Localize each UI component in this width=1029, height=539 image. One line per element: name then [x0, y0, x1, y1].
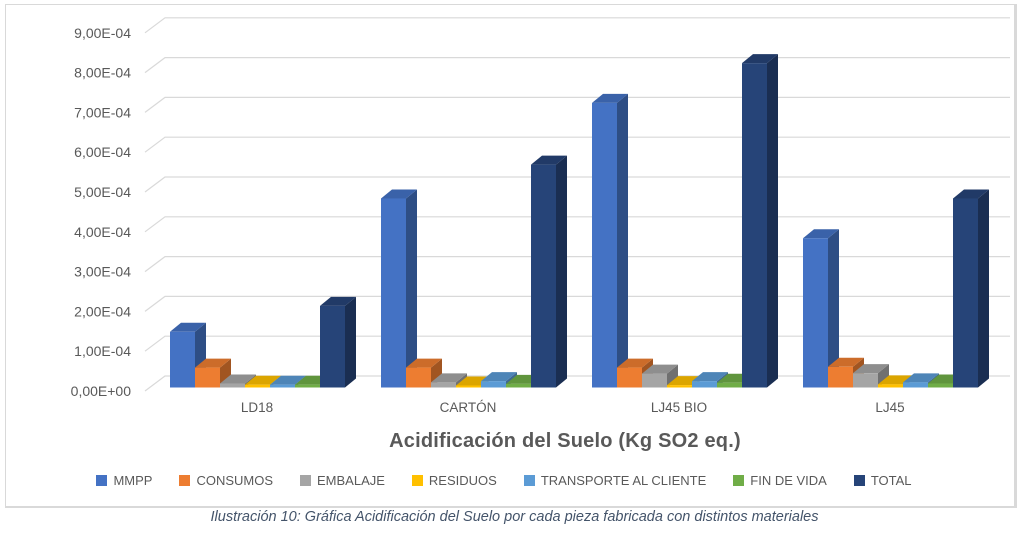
bar-embalaje-lj45	[853, 364, 889, 388]
y-axis-tick-label: 9,00E-04	[74, 25, 131, 41]
category-label-lj45-bio: LJ45 BIO	[651, 400, 707, 415]
gridline	[144, 256, 1010, 273]
legend-item-embalaje: EMBALAJE	[300, 473, 385, 488]
y-axis-tick-label: 5,00E-04	[74, 184, 131, 200]
gridline	[144, 136, 1010, 153]
legend-swatch-icon	[733, 475, 745, 486]
gridline	[144, 96, 1010, 113]
legend-label: FIN DE VIDA	[750, 473, 827, 488]
legend-swatch-icon	[300, 475, 311, 486]
legend-item-total: TOTAL	[853, 473, 912, 488]
legend-label: TRANSPORTE AL CLIENTE	[540, 473, 707, 488]
legend-label: CONSUMOS	[196, 473, 273, 488]
y-axis-tick-label: 3,00E-04	[74, 264, 131, 280]
bar-mmpp-cart-n	[381, 189, 417, 388]
bar-total-cart-n	[531, 155, 567, 388]
gridline	[144, 57, 1010, 74]
bar-total-lj45	[953, 189, 989, 388]
bar-consumos-lj45	[828, 357, 864, 388]
legend-label: MMPP	[113, 473, 153, 488]
legend-item-transporte-al-cliente: TRANSPORTE AL CLIENTE	[523, 473, 707, 488]
legend-label: RESIDUOS	[428, 473, 497, 488]
axis-title: Acidificación del Suelo (Kg SO2 eq.)	[389, 430, 741, 452]
y-axis-tick-label: 7,00E-04	[74, 104, 131, 120]
gridline	[144, 176, 1010, 193]
y-axis-tick-label: 1,00E-04	[74, 343, 131, 359]
gridline	[144, 17, 1010, 34]
legend-swatch-icon	[411, 475, 423, 486]
legend-swatch-icon	[179, 475, 191, 486]
category-labels: LD18 CARTÓN LJ45 BIO LJ45	[241, 400, 905, 415]
legend-item-fin-de-vida: FIN DE VIDA	[733, 473, 827, 488]
category-label-cart-n: CARTÓN	[440, 400, 497, 415]
legend-swatch-icon	[523, 475, 535, 486]
y-axis-labels: 0,00E+00 1,00E-04 2,00E-04 3,00E-04 4,00E-04…	[71, 25, 132, 399]
bar-total-lj45-bio	[742, 54, 778, 388]
category-label-lj45: LJ45	[875, 400, 904, 415]
figure-caption: Ilustración 10: Gráfica Acidificación de…	[210, 509, 819, 525]
y-axis-tick-label: 8,00E-04	[74, 65, 131, 81]
bar-embalaje-lj45-bio	[642, 364, 678, 388]
bar-mmpp-lj45	[803, 229, 839, 388]
gridline	[144, 335, 1010, 352]
legend-swatch-icon	[96, 475, 108, 486]
y-axis-tick-label: 6,00E-04	[74, 144, 131, 160]
category-label-ld18: LD18	[241, 400, 273, 415]
y-axis-tick-label: 2,00E-04	[74, 303, 131, 319]
gridline	[144, 216, 1010, 233]
legend-item-consumos: CONSUMOS	[179, 473, 273, 488]
legend-label: EMBALAJE	[317, 473, 385, 488]
bars	[170, 54, 989, 388]
gridlines	[144, 17, 1010, 392]
y-axis-tick-label: 4,00E-04	[74, 224, 131, 240]
bar-total-ld18	[320, 296, 356, 388]
legend: MMPP CONSUMOS EMBALAJE RESIDUOS TRANSPORTE A…	[0, 473, 1008, 488]
legend-swatch-icon	[853, 475, 865, 486]
bar-mmpp-lj45-bio	[592, 93, 628, 388]
legend-item-mmpp: MMPP	[96, 473, 152, 488]
legend-item-residuos: RESIDUOS	[411, 473, 497, 488]
y-axis-tick-label: 0,00E+00	[71, 383, 132, 399]
legend-label: TOTAL	[870, 473, 912, 488]
gridline	[144, 295, 1010, 312]
